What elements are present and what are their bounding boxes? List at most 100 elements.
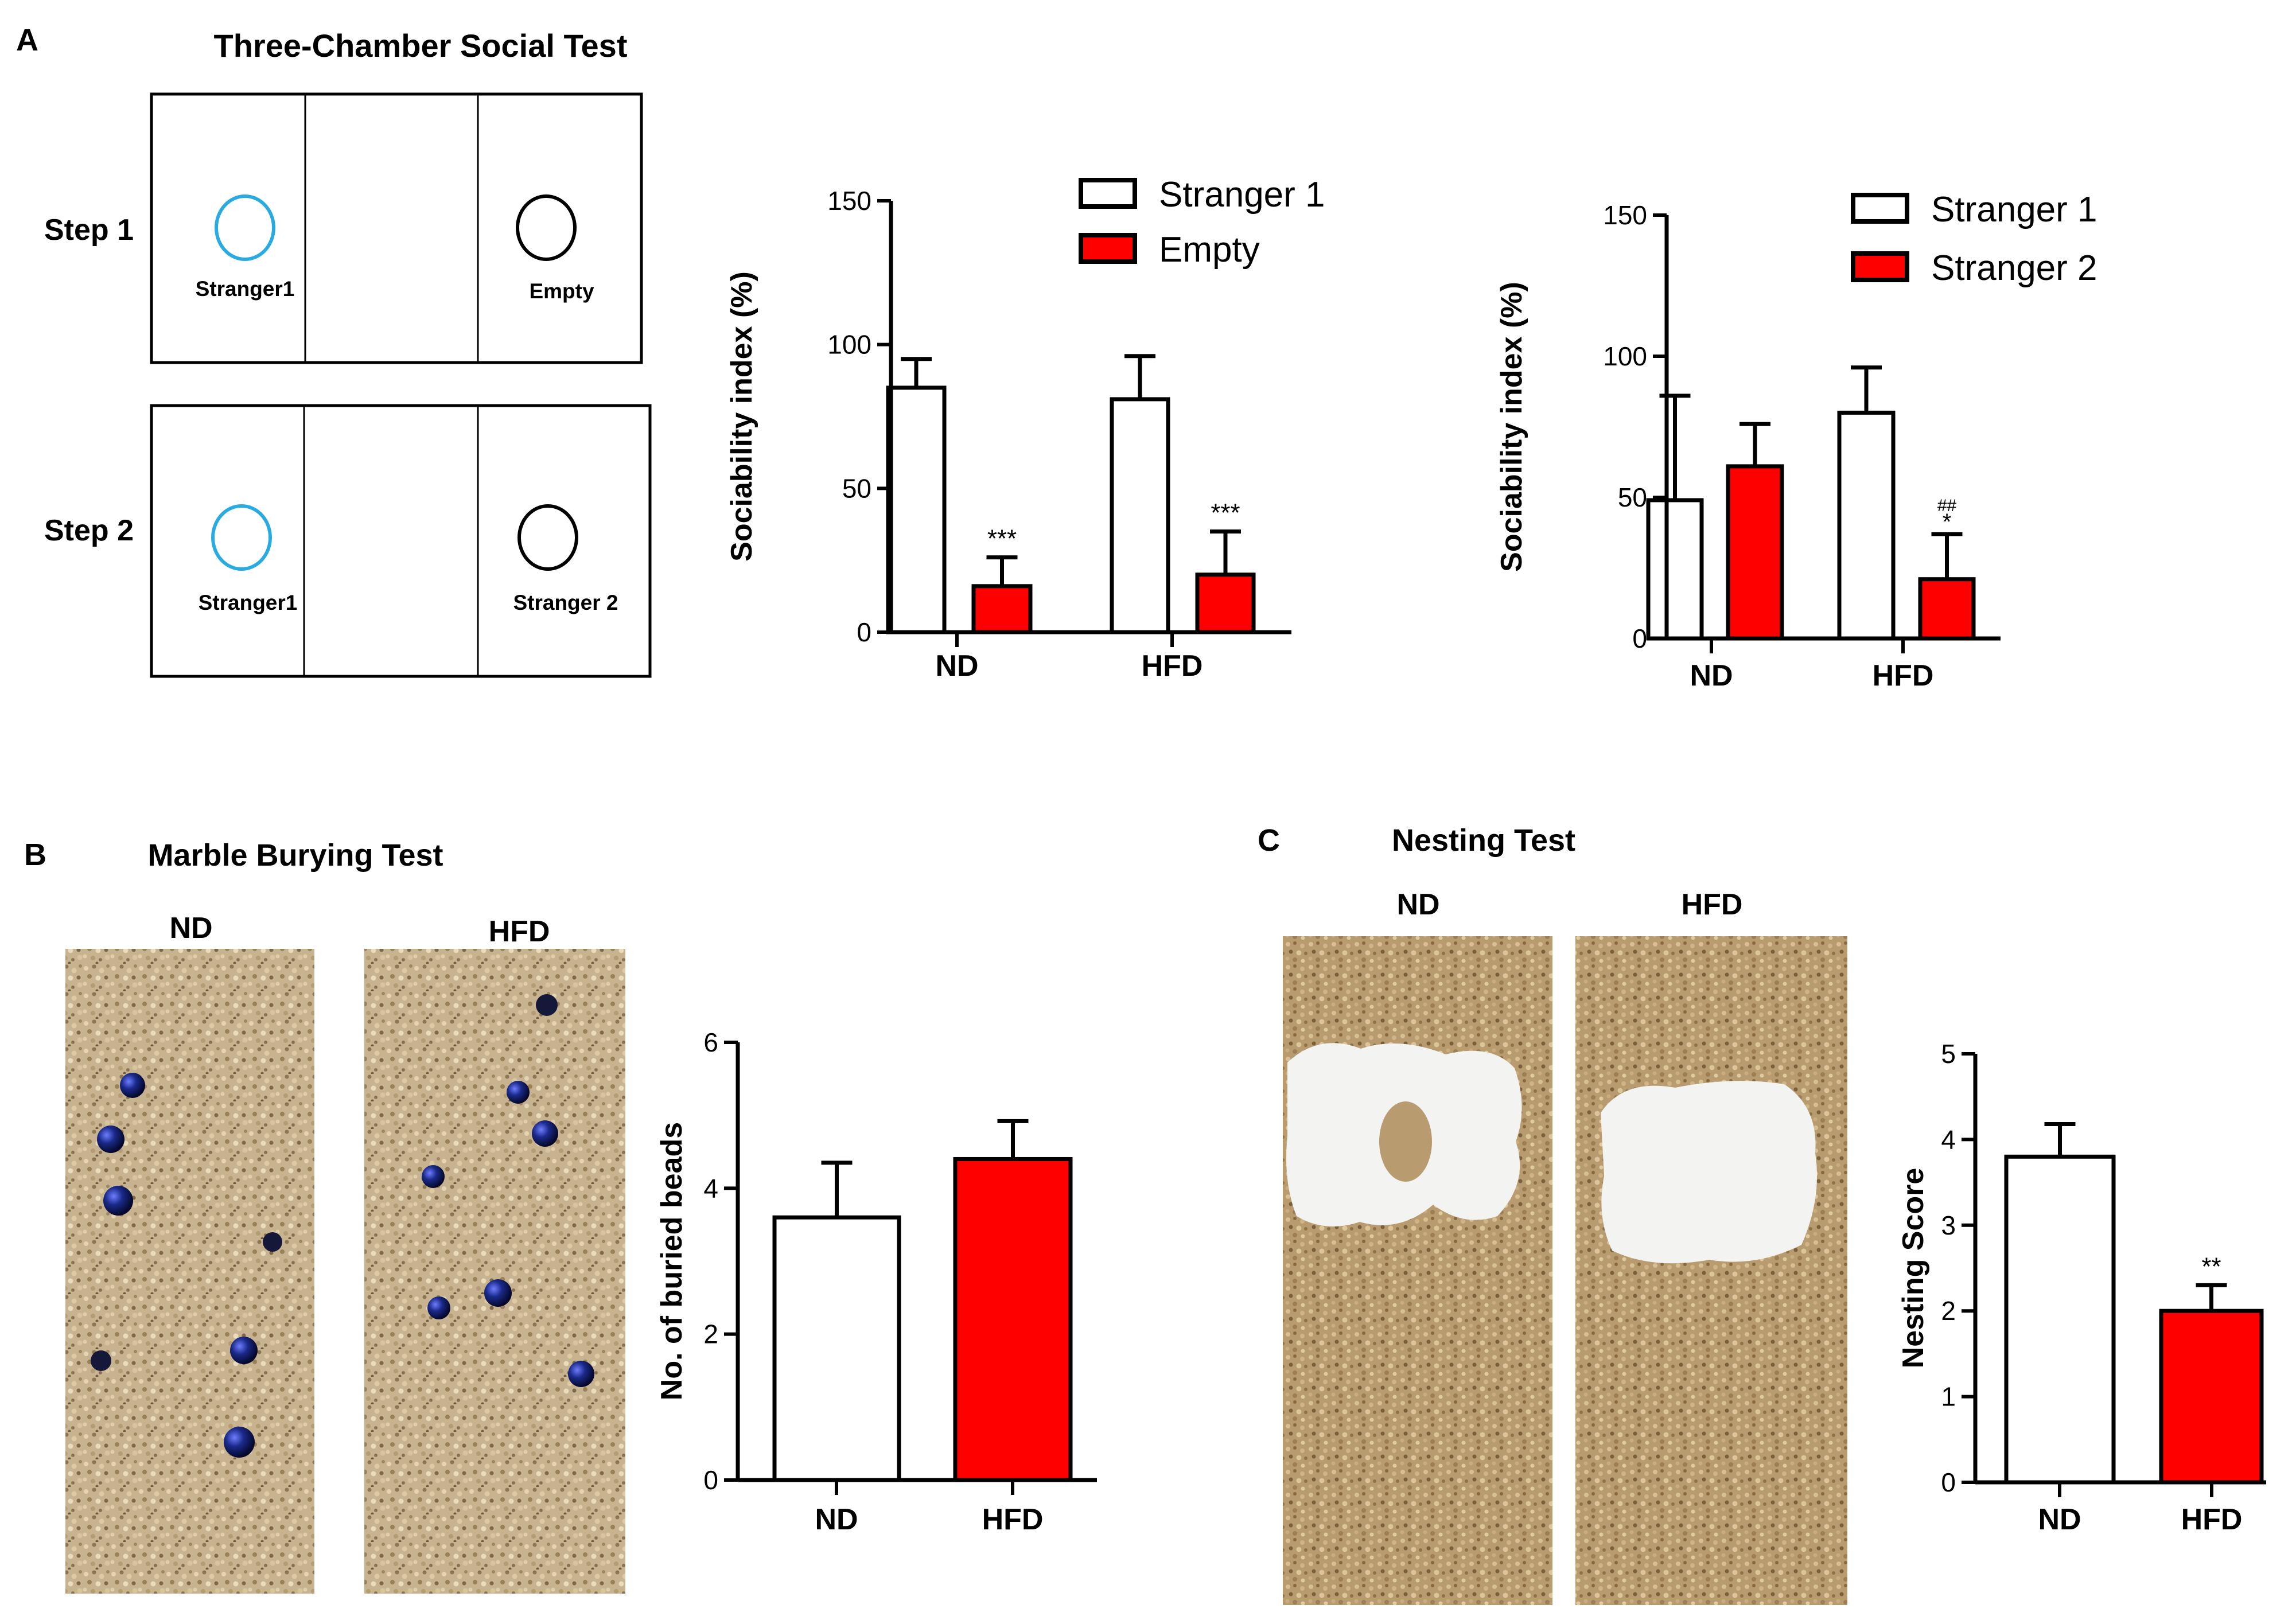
marble [97, 1126, 124, 1153]
significance-label: ## * [1937, 496, 1957, 535]
y-tick-label: 100 [1603, 341, 1647, 371]
y-axis-label: Sociability index (%) [725, 271, 758, 562]
step1-stranger1-cup [215, 194, 275, 261]
nesting-photo-nd-label: ND [1396, 888, 1439, 921]
step2-stranger1-label: Stranger1 [199, 591, 298, 614]
marble-photo-nd [65, 949, 314, 1594]
x-tick-label: HFD [982, 1503, 1044, 1536]
y-tick-label: 150 [1603, 200, 1647, 230]
y-tick-label: 5 [1941, 1039, 1956, 1069]
bar [886, 385, 947, 634]
y-tick-label: 6 [703, 1027, 718, 1057]
y-tick-label: 0 [1941, 1467, 1956, 1497]
panel-a-letter: A [16, 23, 38, 57]
x-tick-label: HFD [2181, 1503, 2243, 1536]
y-tick-label: 0 [703, 1465, 718, 1495]
legend-label: Empty [1159, 230, 1260, 270]
step2-arena-border [150, 404, 652, 678]
panel-b-letter: B [24, 838, 46, 872]
three-chamber-title: Three-Chamber Social Test [214, 28, 628, 64]
legend-swatch [1079, 178, 1137, 209]
step1-empty-cup [516, 194, 577, 261]
legend-swatch [1079, 233, 1137, 264]
step2-label: Step 2 [44, 514, 134, 547]
marble [422, 1165, 445, 1188]
bar [1646, 498, 1704, 641]
significance-label: *** [1211, 499, 1240, 527]
bar [1837, 410, 1896, 641]
legend-label: Stranger 1 [1159, 175, 1325, 215]
x-tick-label: HFD [1873, 659, 1934, 692]
bar [2159, 1309, 2264, 1485]
y-tick-label: 1 [1941, 1382, 1956, 1412]
marble [568, 1361, 594, 1387]
y-tick-label: 50 [842, 473, 871, 503]
y-axis-label: No. of buried beads [655, 1122, 688, 1400]
bar [1110, 397, 1170, 634]
step1-empty-label: Empty [529, 279, 594, 303]
y-tick-label: 150 [827, 186, 871, 216]
nest-hollow [1379, 1101, 1432, 1182]
bar [1726, 464, 1784, 641]
marble [91, 1350, 111, 1371]
marble-burying-title: Marble Burying Test [147, 838, 443, 873]
marble [120, 1073, 145, 1098]
y-tick-label: 4 [703, 1173, 718, 1203]
marble-burying-chart: ND HFD 0 2 4 6 No. of buried beads [655, 1027, 1097, 1536]
panel-c-letter: C [1258, 823, 1280, 858]
legend-label: Stranger 2 [1931, 248, 2097, 288]
nesting-photo-hfd-label: HFD [1682, 888, 1743, 921]
nesting-title: Nesting Test [1392, 823, 1575, 858]
marble [103, 1186, 133, 1216]
nesting-score-chart: ND ** HFD 0 1 2 3 4 5 Nesting Score [1897, 1039, 2266, 1536]
marble-photo-nd-label: ND [169, 912, 212, 945]
x-tick-label: ND [815, 1503, 858, 1536]
marble [230, 1337, 258, 1364]
significance-label: *** [987, 525, 1017, 553]
step2-stranger1-cup [211, 504, 272, 571]
legend-swatch [1851, 193, 1909, 224]
x-tick-label: ND [935, 649, 978, 683]
marble [536, 994, 558, 1016]
bar [1918, 577, 1976, 641]
y-tick-label: 3 [1941, 1210, 1956, 1240]
nest-material [1601, 1081, 1817, 1264]
nesting-photo-nd [1283, 936, 1552, 1605]
x-tick-label: HFD [1142, 649, 1203, 683]
x-tick-label: ND [2038, 1503, 2081, 1536]
step1-arena-border [150, 92, 643, 364]
marble-photo-hfd [364, 949, 625, 1594]
legend-label: Stranger 1 [1931, 190, 2097, 229]
step2-stranger2-cup [517, 504, 578, 571]
y-tick-label: 2 [703, 1319, 718, 1349]
marble [427, 1296, 450, 1319]
sociability-step2-chart: ND ## * HFD 0 50 100 150 Sociability index (%) St… [1495, 190, 2097, 692]
legend-swatch [1851, 251, 1909, 282]
marble-photo-hfd-label: HFD [489, 915, 550, 948]
y-tick-label: 4 [1941, 1124, 1956, 1154]
step1-stranger1-label: Stranger1 [196, 277, 295, 301]
marble [224, 1427, 255, 1458]
nesting-photo-hfd [1575, 936, 1847, 1605]
y-tick-label: 0 [1632, 624, 1647, 653]
bar [953, 1156, 1073, 1482]
step1-label: Step 1 [44, 213, 134, 247]
bar [971, 584, 1033, 634]
y-tick-label: 2 [1941, 1296, 1956, 1326]
marble [263, 1232, 282, 1252]
marble [484, 1279, 512, 1307]
step1-arena: Stranger1 Empty [150, 92, 643, 364]
marble [507, 1081, 530, 1104]
bar [1195, 573, 1256, 634]
sociability-step1-chart: *** ND *** HFD 0 50 100 150 Sociability index (%… [725, 175, 1325, 683]
significance-label: ** [2201, 1252, 2221, 1280]
marble [532, 1120, 558, 1147]
step2-stranger2-label: Stranger 2 [513, 591, 618, 614]
step2-arena: Stranger1 Stranger 2 [150, 404, 652, 678]
y-tick-label: 100 [827, 330, 871, 360]
y-axis-label: Nesting Score [1897, 1168, 1930, 1369]
y-tick-label: 50 [1618, 482, 1647, 512]
x-tick-label: ND [1690, 659, 1733, 692]
y-tick-label: 0 [857, 617, 871, 647]
